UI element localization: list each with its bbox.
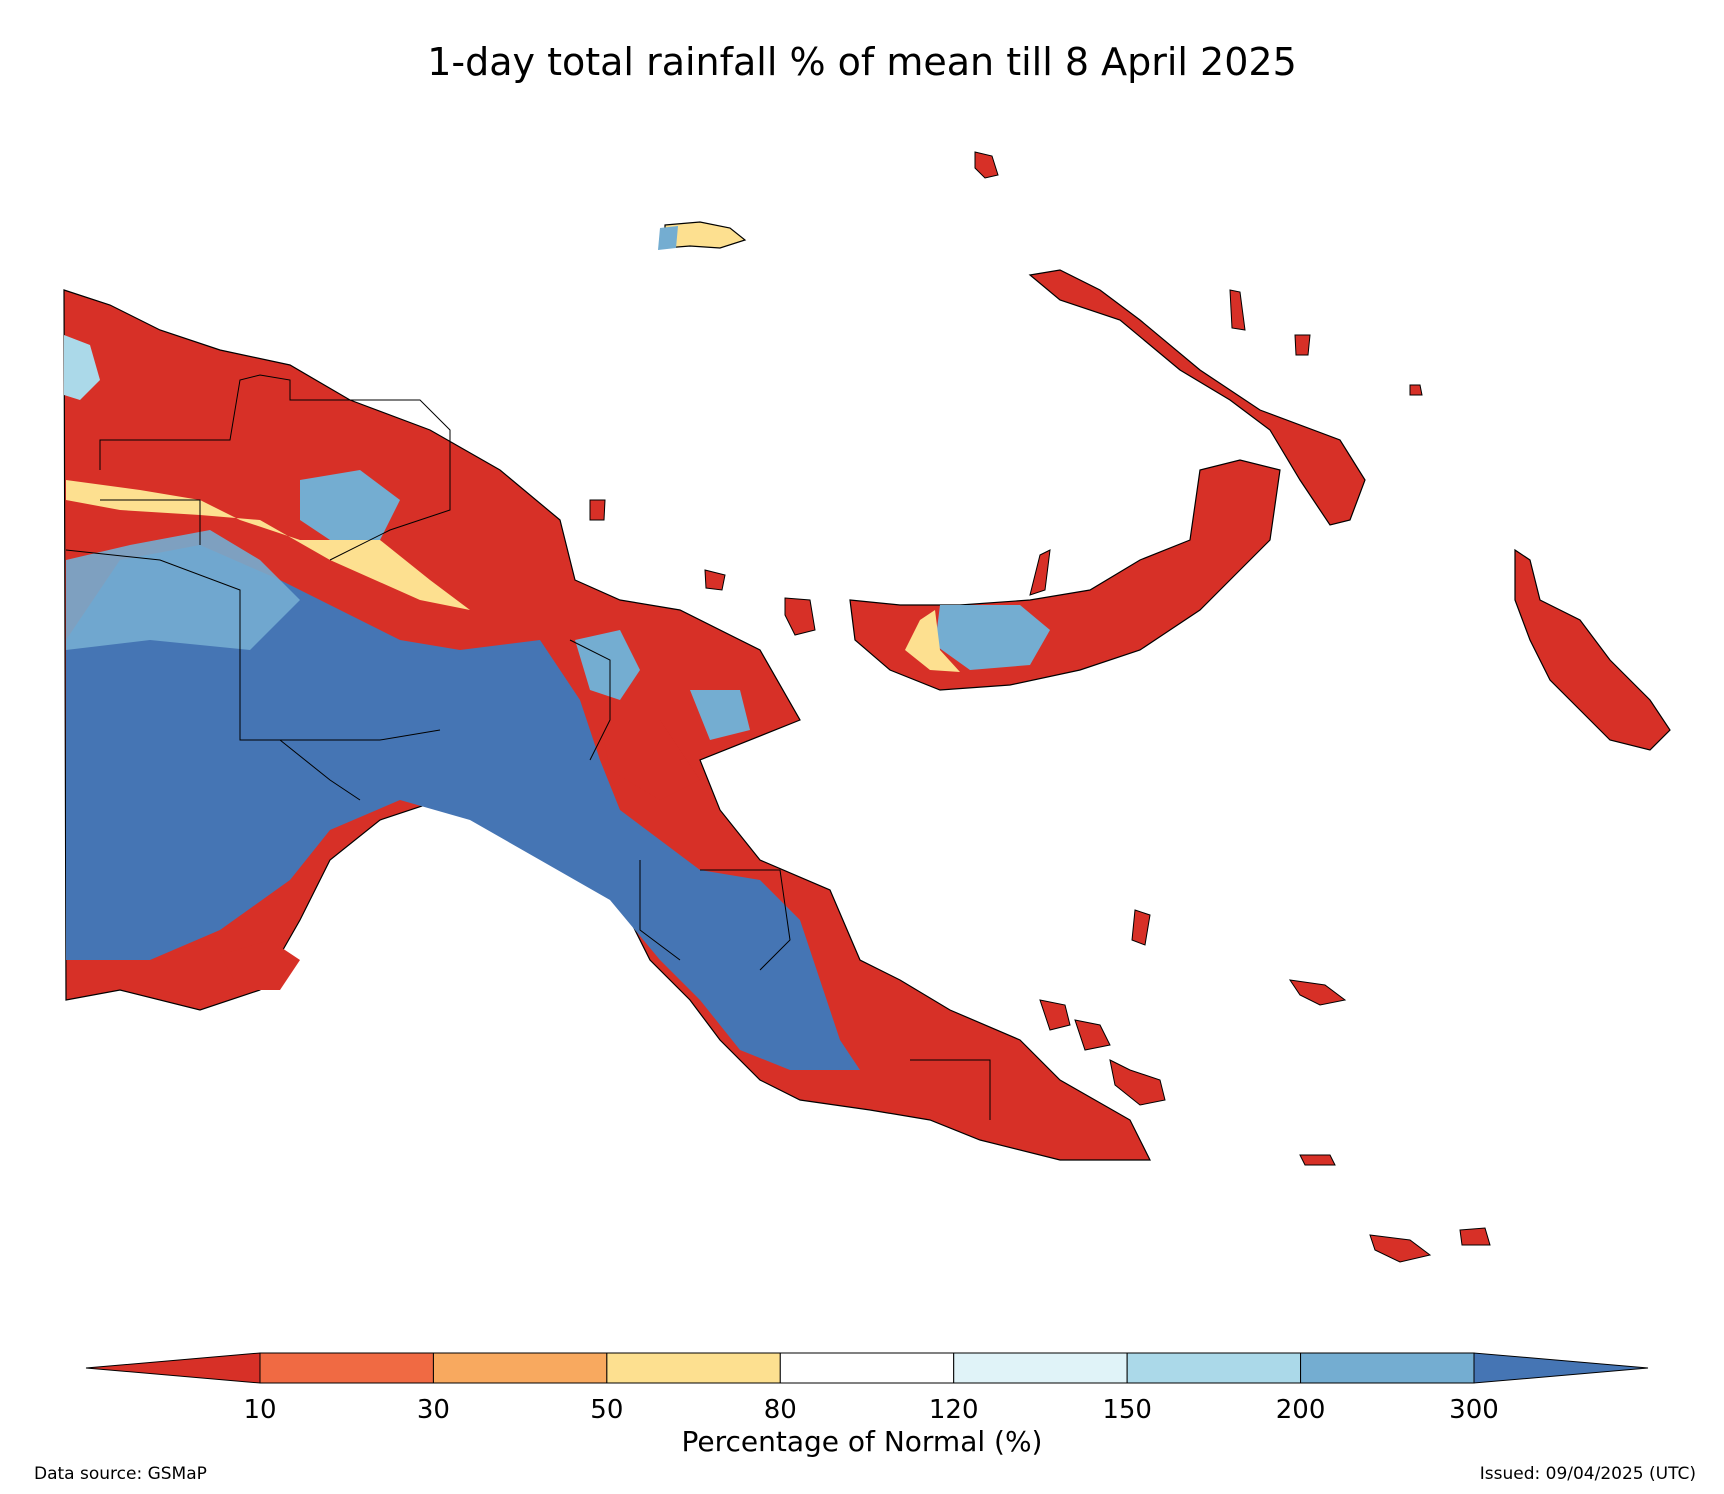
colorbar-bin-120-150	[953, 1352, 1128, 1384]
highland-blue-patch	[300, 470, 400, 540]
colorbar-tick: 150	[1102, 1395, 1152, 1425]
interior-above-normal	[66, 545, 860, 1070]
highland-yellow-belt	[66, 480, 470, 610]
east-blue-patch	[575, 630, 640, 700]
colorbar-extend-low	[85, 1352, 261, 1384]
east-blue-patch-2	[690, 690, 750, 740]
colorbar-tick: 10	[243, 1395, 277, 1425]
central-red-patch	[600, 720, 700, 800]
data-source: Data source: GSMaP	[34, 1464, 207, 1484]
manus-blue	[658, 226, 678, 250]
colorbar-bin-150-200	[1126, 1352, 1302, 1384]
colorbar-bin-200-300	[1300, 1352, 1475, 1384]
small-islands	[589, 151, 1491, 1263]
colorbar-tick: 200	[1275, 1395, 1326, 1425]
bougainville	[1514, 548, 1671, 751]
colorbar-extend-high	[1473, 1352, 1649, 1384]
new-britain	[849, 459, 1281, 691]
colorbar-bin-10-30	[259, 1352, 434, 1384]
colorbar-tick: 120	[928, 1395, 979, 1425]
new-britain-blue	[935, 605, 1050, 670]
colorbar-tick: 300	[1449, 1395, 1499, 1425]
map-title: 1-day total rainfall % of mean till 8 Ap…	[427, 40, 1297, 84]
colorbar-tick: 30	[416, 1395, 450, 1425]
colorbar-label: Percentage of Normal (%)	[681, 1425, 1043, 1458]
mainland	[63, 289, 1151, 1161]
colorbar-bin-50-80	[606, 1352, 781, 1384]
south-red-patch	[220, 940, 300, 990]
province-borders	[65, 374, 991, 1120]
colorbar-tick: 50	[590, 1395, 624, 1425]
colorbar-bin-30-50	[432, 1352, 608, 1384]
interior-light-blue	[66, 530, 300, 650]
colorbar-bin-80-120	[779, 1352, 955, 1384]
new-britain-yellow	[905, 610, 960, 672]
issued-date: Issued: 09/04/2025 (UTC)	[1479, 1464, 1696, 1484]
colorbar-tick: 80	[763, 1395, 797, 1425]
new-ireland	[1028, 269, 1366, 526]
northwest-blue-patch	[64, 335, 100, 400]
